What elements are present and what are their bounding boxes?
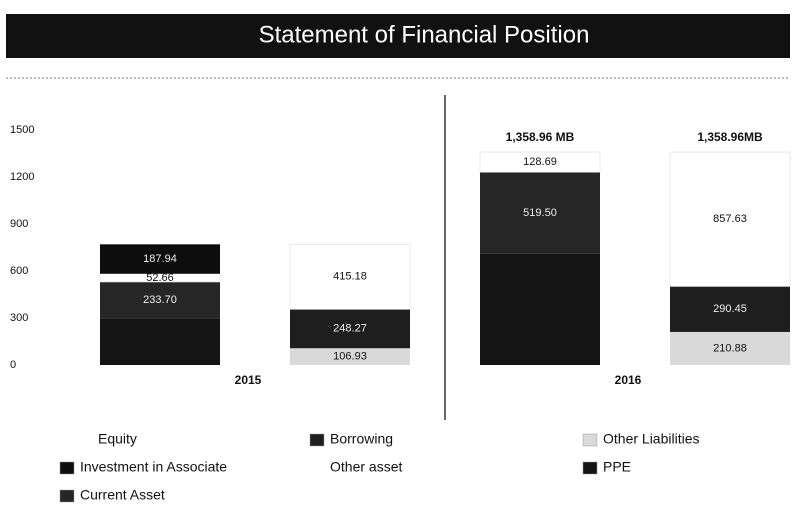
- bar-segment: [479, 151, 601, 173]
- bar-segment: [100, 244, 220, 274]
- bar-segment: [670, 286, 790, 332]
- group-label: 2016: [615, 373, 642, 387]
- data-label: 106.93: [333, 351, 367, 363]
- y-tick-label: 1200: [10, 171, 34, 183]
- legend-label: Current Asset: [80, 487, 165, 503]
- data-label: 857.63: [713, 213, 747, 225]
- total-label: 1,358.96 MB: [506, 130, 575, 144]
- bar-segment: [480, 172, 600, 254]
- data-label: 210.88: [713, 342, 747, 354]
- legend-label: Borrowing: [330, 431, 393, 447]
- y-tick-label: 0: [10, 359, 16, 371]
- bar-segment: [100, 318, 220, 365]
- total-label: 1,358.96MB: [697, 130, 763, 144]
- y-tick-label: 900: [10, 218, 28, 230]
- legend-label: Equity: [98, 431, 137, 447]
- bar-segment: [480, 253, 600, 365]
- data-label: 415.18: [333, 271, 367, 283]
- y-tick-label: 600: [10, 265, 28, 277]
- bar-segment: [290, 309, 410, 349]
- data-label: 519.50: [523, 207, 557, 219]
- bar-segment: [289, 244, 411, 310]
- legend-label: Other asset: [330, 459, 402, 475]
- data-label: 128.69: [523, 156, 557, 168]
- title-band: [6, 14, 790, 58]
- y-tick-label: 1500: [10, 124, 34, 136]
- legend-swatch: [78, 434, 92, 446]
- bar-segment: [100, 282, 220, 319]
- data-label: 248.27: [333, 323, 367, 335]
- legend-label: PPE: [603, 459, 631, 475]
- legend-swatch: [59, 489, 75, 503]
- data-label: 290.45: [713, 303, 747, 315]
- legend-label: Other Liabilities: [603, 431, 700, 447]
- legend-swatch: [582, 433, 598, 447]
- data-label: 233.70: [143, 294, 177, 306]
- bar-segment: [669, 151, 791, 287]
- legend-swatch: [59, 461, 75, 475]
- y-tick-label: 300: [10, 312, 28, 324]
- chart-title: Statement of Financial Position: [259, 21, 590, 48]
- data-label: 52.66: [146, 272, 174, 284]
- bar-segment: [290, 348, 410, 365]
- legend-swatch: [310, 462, 324, 474]
- legend-label: Investment in Associate: [80, 459, 227, 475]
- data-label: 187.94: [143, 253, 177, 265]
- group-label: 2015: [235, 373, 262, 387]
- legend-swatch: [582, 461, 598, 475]
- legend-swatch: [309, 433, 325, 447]
- bar-segment: [670, 331, 790, 365]
